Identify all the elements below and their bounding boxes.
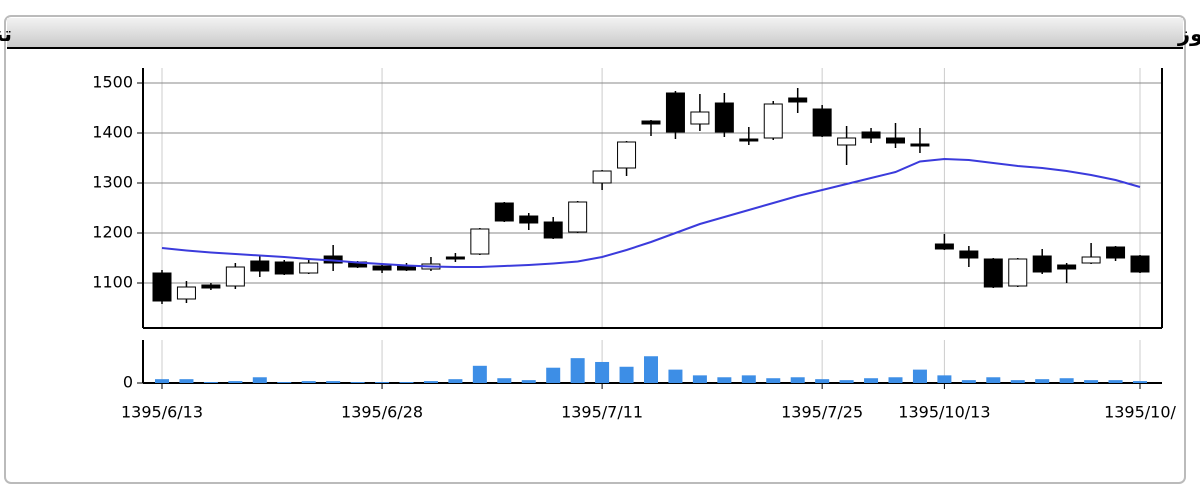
volume-bar [399,382,414,383]
volume-bar [741,375,756,383]
candle-body [1008,258,1028,287]
volume-bar [1084,380,1099,383]
y-tick-label: 1200 [92,223,133,242]
candle-body [959,250,979,259]
volume-bar [546,367,561,383]
volume-bar [326,381,341,383]
x-tick-label: 1395/7/11 [561,403,643,422]
volume-bar [839,380,854,383]
volume-bar [790,377,805,383]
volume-bar [423,381,438,383]
volume-bar [1059,378,1074,383]
volume-bar [766,378,781,383]
candle-body [176,286,196,300]
volume-bar [570,358,585,383]
candle-body [299,262,319,274]
candle-body [274,261,294,275]
candle-body [1106,246,1126,259]
candle-body [225,266,245,287]
volume-bar [155,379,169,383]
volume-bar [448,379,463,383]
volume-bar [595,361,610,383]
candle-body [690,111,710,125]
x-tick-label: 1395/7/25 [781,403,863,422]
candle-body [494,202,514,222]
candle-body [861,131,881,139]
candle-body [1081,256,1101,264]
candle-body [739,138,759,142]
volume-bar [815,379,830,383]
candle-body [1057,264,1077,270]
volume-bar [864,378,879,383]
candle-body [665,92,685,133]
candle-body [592,170,612,184]
settings-link[interactable]: تنظیمات [0,22,12,46]
candle-body [250,260,270,272]
candle-body [543,221,563,239]
candle-body [763,103,783,139]
volume-bar [472,365,487,383]
volume-bar [497,378,512,383]
candle-body [983,258,1003,288]
x-tick-label: 1395/6/28 [341,403,423,422]
candle-body [372,265,392,271]
volume-bar [301,381,316,383]
candle-body [617,141,637,169]
candle-body [812,108,832,137]
volume-bar [1035,379,1050,383]
x-tick-label: 1395/6/13 [121,403,203,422]
volume-bar [888,377,903,383]
header-bar [7,18,1183,48]
volume-bar [912,369,927,383]
volume-bar [521,380,536,383]
candle-body [568,201,588,233]
volume-bar [277,382,292,383]
candle-body [934,243,954,250]
candle-body [201,284,221,289]
volume-bar [203,382,218,383]
y-tick-label: 1500 [92,73,133,92]
candle-body [886,137,905,144]
volume-bar [179,379,194,383]
candle-body [445,256,465,260]
y-tick-label: 1100 [92,273,133,292]
candle-body [1032,255,1052,273]
candle-body [152,272,172,302]
candle-body [641,120,661,125]
volume-bar [961,380,976,383]
volume-bar [692,375,707,383]
volume-bar [1133,381,1147,383]
x-tick-label: 1395/10/ [1104,403,1176,422]
volume-bar [717,377,732,383]
volume-bar [644,356,658,383]
y-tick-label: 1400 [92,123,133,142]
volume-bar [375,382,390,383]
volume-bar [1010,380,1025,383]
volume-bar [1108,380,1123,383]
volume-bar [228,381,243,383]
candle-body [1130,255,1150,273]
x-tick-label: 1395/10/13 [898,403,990,422]
candle-body [470,228,490,255]
chart-title: قیمت،حجم،میانگین متحرک 20 روز [1177,21,1200,46]
candle-body [519,215,539,224]
volume-bar [668,369,683,383]
volume-bar [619,366,634,383]
candle-body [910,143,930,147]
candle-body [714,102,734,133]
y-tick-label: 1300 [92,173,133,192]
candle-body [837,137,857,146]
y-tick-label: 0 [123,373,133,392]
moving-average-line [161,157,1141,268]
volume-bar [252,377,267,383]
volume-bar [986,377,1001,383]
candle-body [788,97,808,103]
volume-bar [350,382,365,383]
volume-bar [937,375,952,383]
